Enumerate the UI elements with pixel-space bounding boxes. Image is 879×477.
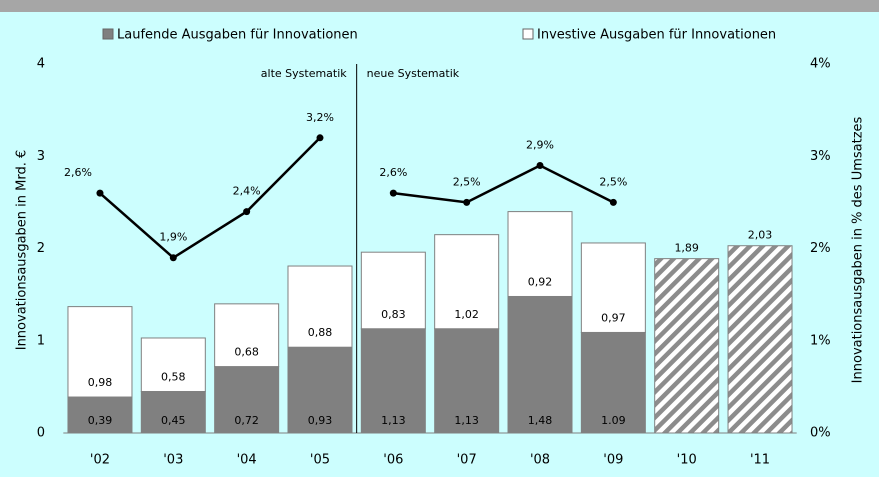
x-tick-label: '06 [383, 453, 403, 468]
data-label: 1,89 [674, 242, 699, 255]
y-tick-label: 3 [37, 149, 45, 164]
annotation: neue Systematik [367, 67, 460, 80]
y2-axis-label: Innovationsausgaben in % des Umsatzes [851, 116, 866, 383]
line-label: 1,9% [159, 231, 187, 244]
line [99, 136, 321, 260]
x-tick-label: '02 [90, 453, 110, 468]
line-label: 2,4% [233, 185, 261, 198]
y-axis-label: Innovationsausgaben in Mrd. € [15, 150, 30, 351]
y2-tick-label: 3% [810, 149, 831, 164]
y2-tick-label: 2% [810, 241, 831, 256]
point [463, 198, 471, 206]
y-tick-label: 1 [37, 333, 45, 348]
line-label: 2,6% [379, 166, 407, 179]
data-label: 0,98 [88, 376, 113, 389]
line-label: 2,5% [453, 175, 481, 188]
data-label: 1.09 [601, 414, 626, 427]
bar [434, 328, 500, 434]
x-tick-label: '11 [750, 453, 770, 468]
bar [287, 265, 353, 348]
bar [360, 251, 426, 330]
annotation: alte Systematik [261, 67, 348, 80]
bar [654, 258, 720, 434]
point [389, 189, 397, 197]
y-tick-label: 0 [37, 426, 45, 441]
data-label: 0,45 [161, 414, 186, 427]
data-label: 0,39 [88, 414, 113, 427]
x-tick-label: '05 [310, 453, 330, 468]
x-tick-label: '07 [457, 453, 477, 468]
legend-swatch [102, 28, 114, 40]
data-label: 0,72 [234, 414, 259, 427]
line-label: 2,5% [599, 175, 627, 188]
line-label: 2,9% [526, 138, 554, 151]
data-label: 1,13 [381, 414, 406, 427]
data-label: 1,13 [454, 414, 479, 427]
line-label: 3,2% [306, 111, 334, 124]
bar [214, 366, 280, 434]
line-label: 2,6% [64, 166, 92, 179]
bar [140, 337, 206, 392]
legend-label: Investive Ausgaben für Innovationen [537, 28, 776, 43]
legend-label: Laufende Ausgaben für Innovationen [117, 28, 358, 43]
point [96, 189, 104, 197]
point [536, 161, 544, 169]
data-label: 0,58 [161, 370, 186, 383]
y-tick-label: 2 [37, 241, 45, 256]
line [393, 164, 614, 204]
bar [67, 306, 133, 398]
data-label: 0,68 [234, 346, 259, 359]
data-label: 1,48 [528, 414, 553, 427]
point [316, 134, 324, 142]
bar [507, 295, 573, 434]
bar [727, 245, 793, 434]
bar [580, 331, 646, 434]
bar [434, 234, 500, 330]
data-label: 0,83 [381, 308, 406, 321]
point [169, 254, 177, 262]
top-band [0, 0, 879, 12]
bar [360, 328, 426, 434]
legend-swatch [522, 28, 534, 40]
data-label: 0,93 [308, 414, 333, 427]
bar [67, 396, 133, 434]
bar [507, 211, 573, 297]
x-tick-label: '04 [237, 453, 257, 468]
x-tick-label: '08 [530, 453, 550, 468]
x-tick-label: '03 [163, 453, 183, 468]
y-tick-label: 4 [37, 57, 45, 72]
data-label: 0,92 [528, 275, 553, 288]
bar [287, 346, 353, 434]
point [609, 198, 617, 206]
x-tick-label: '09 [603, 453, 623, 468]
y2-tick-label: 4% [810, 57, 831, 72]
data-label: 2,03 [748, 229, 773, 242]
data-label: 0,88 [308, 326, 333, 339]
data-label: 0,97 [601, 311, 626, 324]
y2-tick-label: 1% [810, 333, 831, 348]
bar [580, 242, 646, 333]
bar [214, 303, 280, 368]
point [243, 208, 251, 216]
y2-tick-label: 0% [810, 426, 831, 441]
data-label: 1,02 [454, 308, 479, 321]
x-tick-label: '10 [677, 453, 697, 468]
